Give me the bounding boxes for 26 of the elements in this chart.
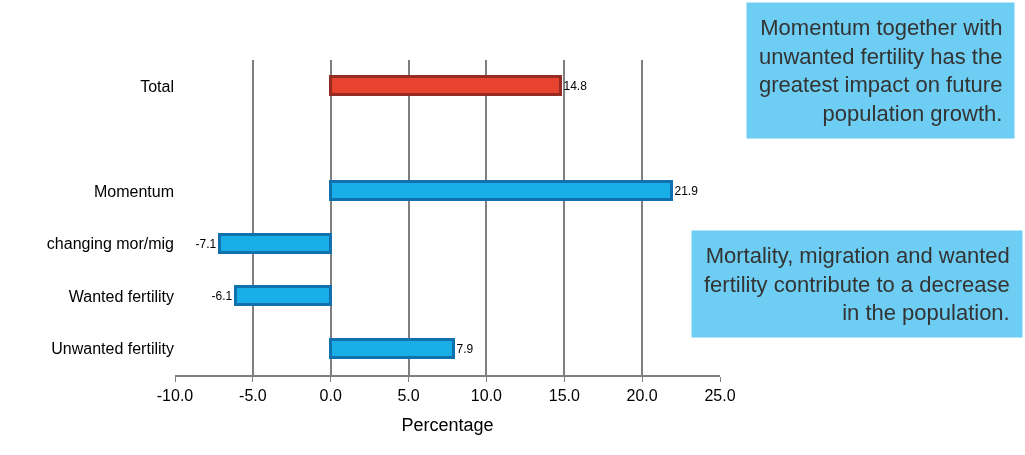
data-label: 7.9 xyxy=(456,341,474,356)
y-tick-label: Unwanted fertility xyxy=(51,340,174,358)
bar xyxy=(329,180,673,201)
x-tick-label: 15.0 xyxy=(548,386,580,404)
bar xyxy=(218,233,332,254)
x-tick-label: 0.0 xyxy=(319,386,342,404)
text: Momentum together with unwanted fertility has the greatest impact on future population growth. xyxy=(759,15,1003,126)
data-label: -7.1 xyxy=(195,236,217,251)
y-tick-label: Total xyxy=(140,77,174,95)
y-tick-label: Wanted fertility xyxy=(68,287,174,305)
y-tick-label: Momentum xyxy=(93,182,174,200)
x-tick-label: 5.0 xyxy=(397,386,420,404)
x-tick-label: 25.0 xyxy=(704,386,736,404)
bar xyxy=(329,338,455,359)
x-axis-title: Percentage xyxy=(401,414,494,435)
x-tick-label: 10.0 xyxy=(470,386,503,404)
data-label: -6.1 xyxy=(211,288,233,303)
x-tick-label: 20.0 xyxy=(626,386,658,404)
x-tick-label: -10.0 xyxy=(156,386,194,404)
data-label: 21.9 xyxy=(674,183,699,198)
y-tick-label: changing mor/mig xyxy=(46,235,174,253)
data-label: 14.8 xyxy=(563,78,588,93)
annotation: Mortality, migration and wanted fertility contribute to a decrease in the population. xyxy=(704,243,1010,326)
x-tick-label: -5.0 xyxy=(239,386,267,404)
bar xyxy=(329,75,562,96)
bar xyxy=(234,285,332,306)
